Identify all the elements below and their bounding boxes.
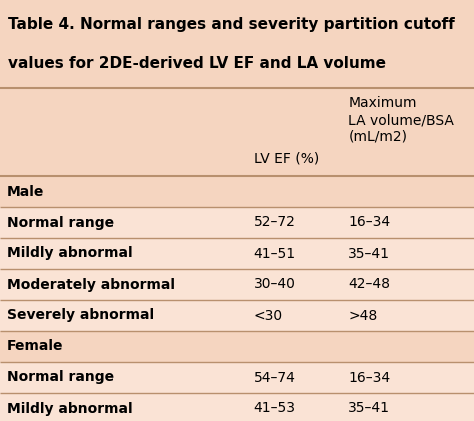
Text: Female: Female <box>7 339 64 354</box>
Text: Maximum: Maximum <box>348 96 417 110</box>
Text: 35–41: 35–41 <box>348 247 391 261</box>
Text: values for 2DE-derived LV EF and LA volume: values for 2DE-derived LV EF and LA volu… <box>8 56 386 71</box>
Bar <box>0 0 474 88</box>
Text: <30: <30 <box>254 309 283 322</box>
Text: 52–72: 52–72 <box>254 216 295 229</box>
Bar <box>0 269 474 300</box>
Bar <box>0 238 474 269</box>
Bar <box>0 207 474 238</box>
Bar <box>0 300 474 331</box>
Bar <box>0 88 474 176</box>
Text: >48: >48 <box>348 309 378 322</box>
Text: Male: Male <box>7 184 45 198</box>
Text: Normal range: Normal range <box>7 216 114 229</box>
Text: Moderately abnormal: Moderately abnormal <box>7 277 175 291</box>
Text: 42–48: 42–48 <box>348 277 391 291</box>
Bar <box>0 176 474 207</box>
Text: LA volume/BSA: LA volume/BSA <box>348 113 454 127</box>
Text: Normal range: Normal range <box>7 370 114 384</box>
Text: 35–41: 35–41 <box>348 402 391 416</box>
Text: 16–34: 16–34 <box>348 370 391 384</box>
Text: (mL/m2): (mL/m2) <box>348 130 407 144</box>
Text: Mildly abnormal: Mildly abnormal <box>7 247 133 261</box>
Text: Mildly abnormal: Mildly abnormal <box>7 402 133 416</box>
Bar <box>0 331 474 362</box>
Text: 54–74: 54–74 <box>254 370 295 384</box>
Bar <box>0 393 474 421</box>
Text: Table 4. Normal ranges and severity partition cutoff: Table 4. Normal ranges and severity part… <box>8 17 455 32</box>
Text: 41–51: 41–51 <box>254 247 296 261</box>
Bar <box>0 362 474 393</box>
Text: LV EF (%): LV EF (%) <box>254 152 319 166</box>
Text: 41–53: 41–53 <box>254 402 296 416</box>
Text: 30–40: 30–40 <box>254 277 295 291</box>
Text: 16–34: 16–34 <box>348 216 391 229</box>
Text: Severely abnormal: Severely abnormal <box>7 309 154 322</box>
